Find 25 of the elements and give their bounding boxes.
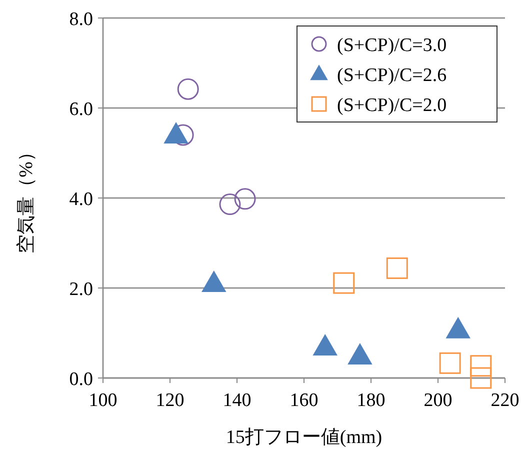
point (470, 367, 492, 389)
point (234, 188, 256, 210)
legend-label: (S+CP)/C=2.6 (337, 65, 447, 86)
y-tick-label: 0.0 (69, 369, 93, 390)
y-tick-label: 4.0 (69, 189, 93, 210)
x-tick-label: 100 (88, 390, 118, 411)
x-tick-label: 200 (424, 390, 452, 411)
x-tick-label: 140 (222, 390, 252, 411)
x-tick-label: 120 (156, 390, 184, 411)
legend-label: (S+CP)/C=3.0 (337, 35, 447, 56)
x-axis-title: 15打フロー値(mm) (226, 427, 382, 448)
point (333, 272, 355, 294)
y-tick-label: 6.0 (69, 99, 93, 120)
y-tick-label: 2.0 (69, 279, 93, 300)
y-tick-label: 8.0 (69, 9, 93, 30)
point (470, 355, 492, 377)
point (386, 257, 408, 279)
x-tick-label: 160 (290, 390, 318, 411)
point (219, 194, 241, 216)
x-tick-label: 180 (356, 390, 386, 411)
point (177, 78, 199, 100)
legend-label: (S+CP)/C=2.0 (337, 95, 447, 116)
point (439, 352, 461, 374)
y-axis-title: 空気量（%） (15, 142, 37, 254)
x-tick-label: 220 (490, 390, 520, 411)
